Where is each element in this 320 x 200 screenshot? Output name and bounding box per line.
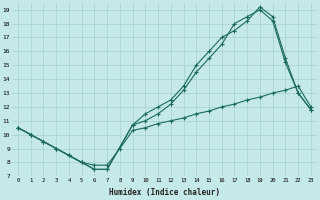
- X-axis label: Humidex (Indice chaleur): Humidex (Indice chaleur): [109, 188, 220, 197]
